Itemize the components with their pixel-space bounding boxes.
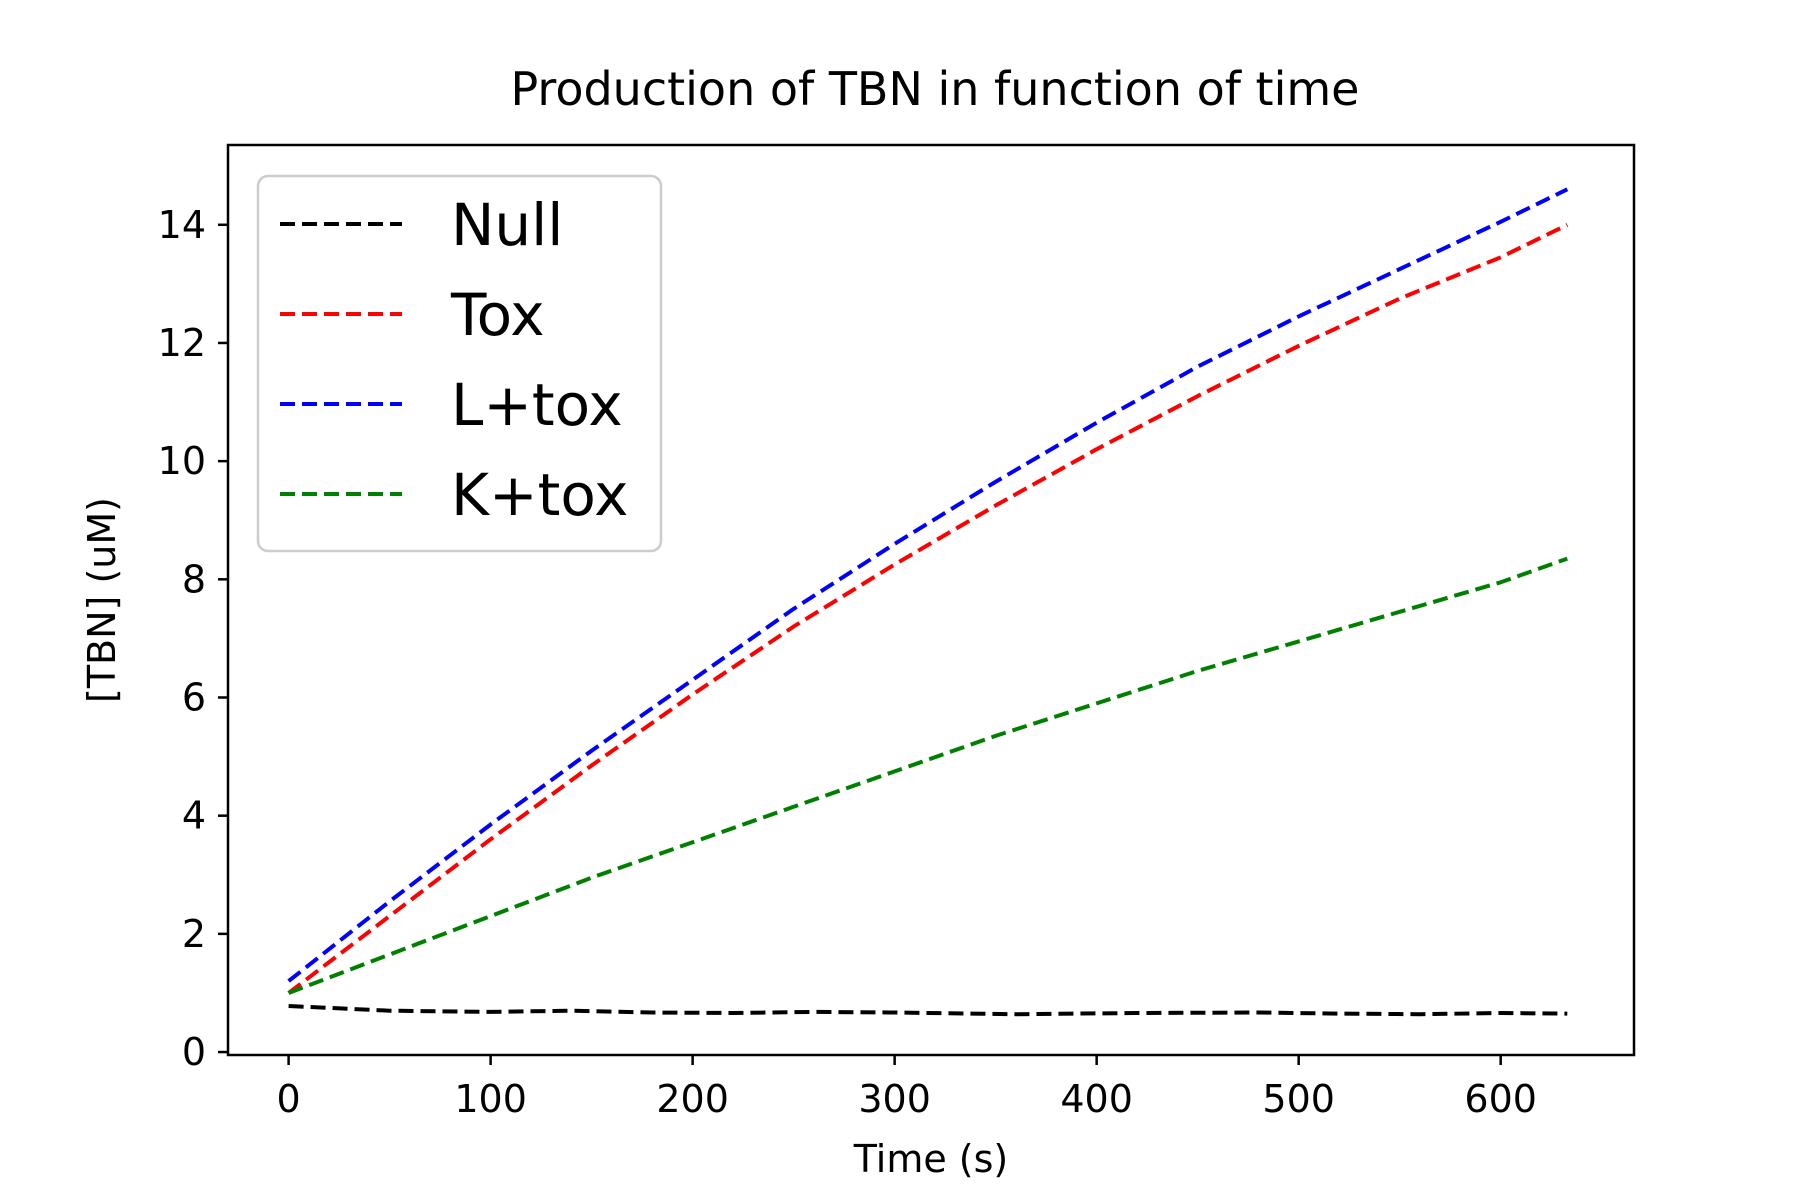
series-line-tox [287, 223, 1569, 995]
y-axis-label: [TBN] (uM) [80, 497, 124, 703]
y-axis: 0 2 4 6 8 10 12 14 [158, 203, 228, 1074]
series-lines [287, 187, 1569, 1017]
legend-label-null: Null [451, 191, 563, 259]
axes-frame [226, 143, 1636, 1057]
legend-label-k-tox: K+tox [451, 461, 628, 529]
y-tick-label: 12 [158, 321, 206, 365]
x-tick-label: 100 [454, 1077, 527, 1121]
y-tick-label: 0 [182, 1030, 206, 1074]
legend-label-l-tox: L+tox [451, 371, 623, 439]
x-tick-label: 200 [656, 1077, 729, 1121]
x-tick-label: 600 [1464, 1077, 1537, 1121]
x-axis-label: Time (s) [853, 1137, 1009, 1181]
legend: Null Tox L+tox K+tox [256, 174, 663, 553]
series-line-k-tox [287, 556, 1568, 995]
series-line-l-tox [287, 187, 1569, 983]
x-tick-label: 500 [1262, 1077, 1335, 1121]
y-tick-label: 4 [182, 794, 206, 838]
x-tick-label: 400 [1060, 1077, 1133, 1121]
legend-items: Null Tox L+tox K+tox [280, 191, 628, 529]
plot-area: 0 100 200 300 400 500 600 0 2 4 6 8 10 12 14 [158, 143, 1636, 1121]
series-line-null [288, 1004, 1568, 1017]
x-tick-label: 300 [858, 1077, 931, 1121]
y-tick-label: 14 [158, 203, 206, 247]
chart-title: Production of TBN in function of time [511, 62, 1360, 116]
y-tick-label: 2 [182, 912, 206, 956]
legend-box [256, 174, 663, 553]
x-axis: 0 100 200 300 400 500 600 [277, 1055, 1537, 1121]
y-tick-label: 10 [158, 439, 206, 483]
y-tick-label: 8 [182, 557, 206, 601]
y-tick-label: 6 [182, 676, 206, 720]
legend-label-tox: Tox [450, 281, 545, 349]
x-tick-label: 0 [277, 1077, 301, 1121]
